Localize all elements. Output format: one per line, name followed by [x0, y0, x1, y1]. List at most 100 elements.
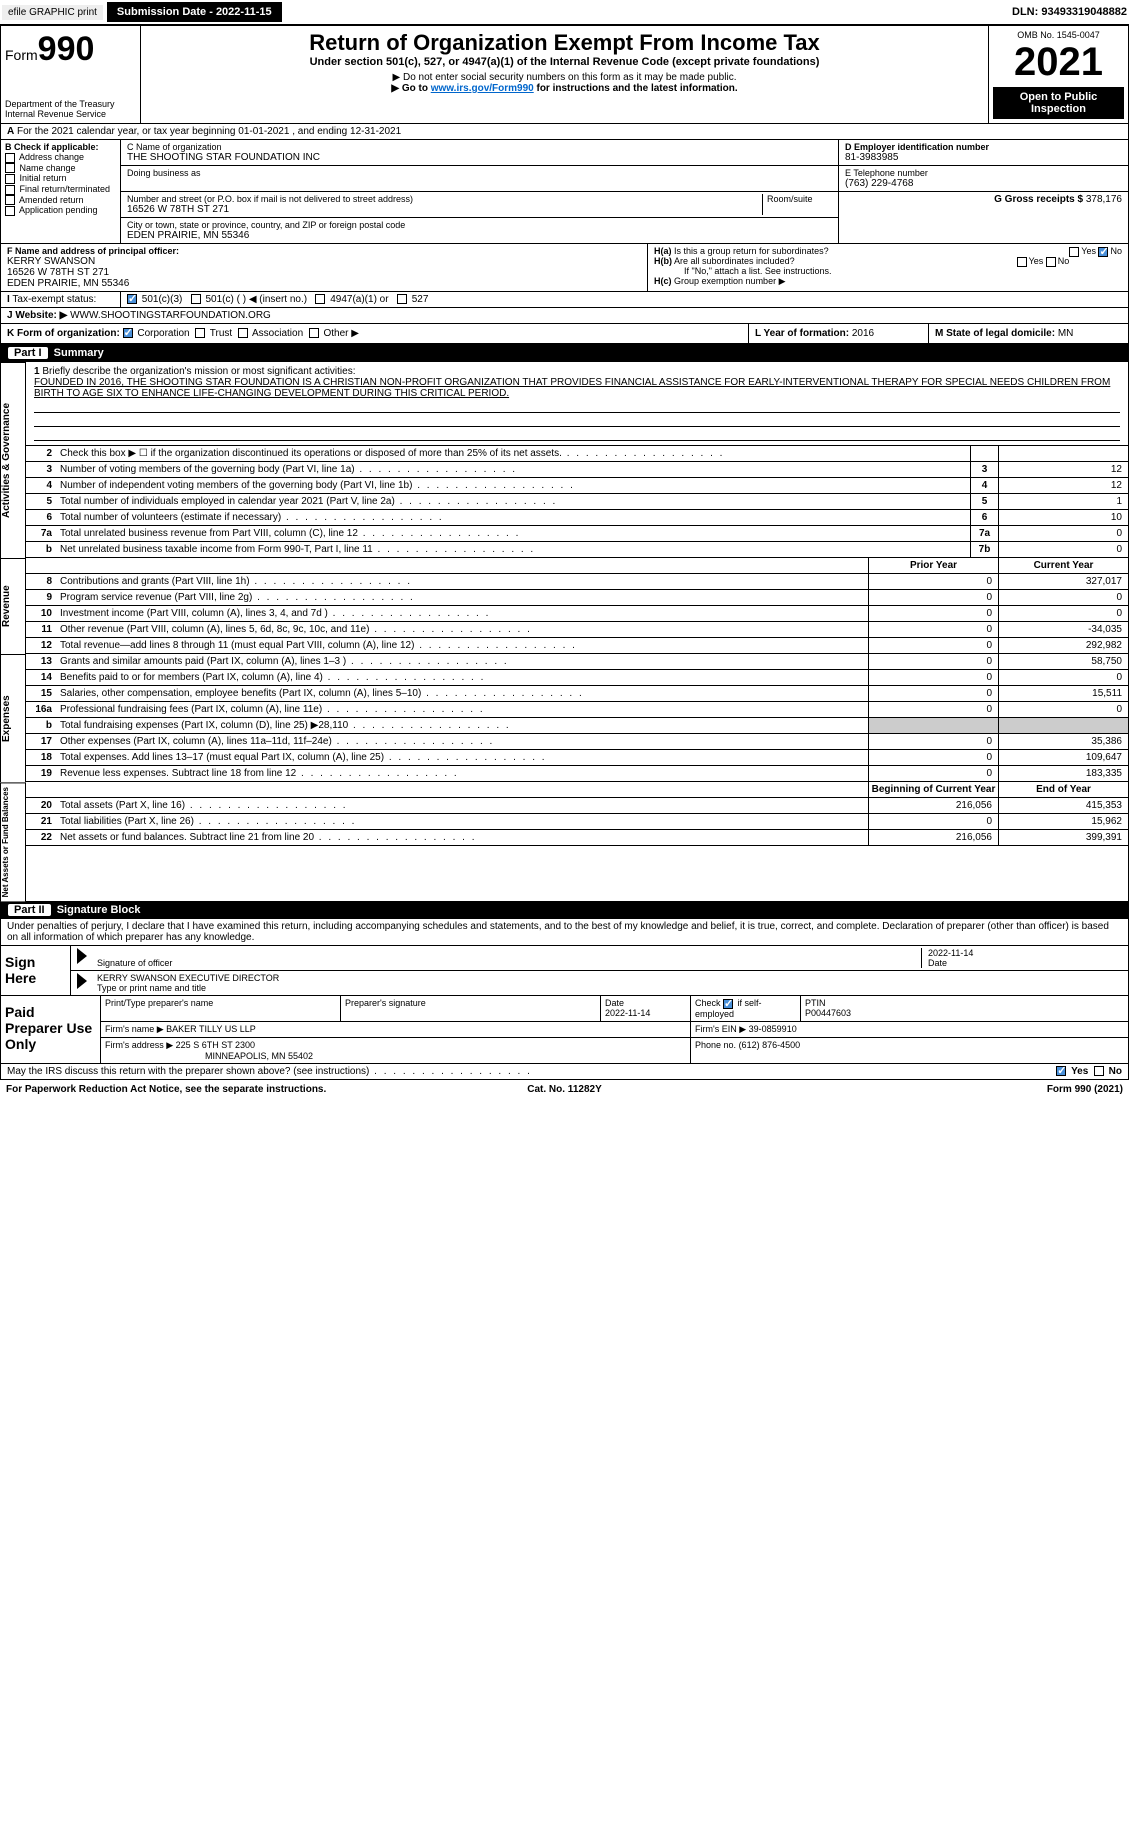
row-ij: I Tax-exempt status: 501(c)(3) 501(c) ( …	[0, 292, 1129, 308]
side-gov: Activities & Governance	[0, 362, 26, 558]
ein: 81-3983985	[845, 152, 1122, 163]
form-number: Form990	[5, 30, 136, 69]
table-row: 18Total expenses. Add lines 13–17 (must …	[26, 750, 1128, 766]
col-b: B Check if applicable: Address change Na…	[1, 140, 121, 243]
officer-addr2: EDEN PRAIRIE, MN 55346	[7, 278, 641, 289]
table-row: 22Net assets or fund balances. Subtract …	[26, 830, 1128, 846]
chk-4947[interactable]	[315, 294, 325, 304]
part1-header: Part I Summary	[0, 344, 1129, 362]
table-row: 2Check this box ▶ ☐ if the organization …	[26, 446, 1128, 462]
prep-h1: Print/Type preparer's name	[101, 996, 341, 1021]
section-bc: B Check if applicable: Address change Na…	[0, 140, 1129, 244]
arrow-icon	[77, 948, 87, 964]
note1: ▶ Do not enter social security numbers o…	[149, 72, 980, 83]
table-row: 13Grants and similar amounts paid (Part …	[26, 654, 1128, 670]
prep-date: 2022-11-14	[605, 1008, 650, 1018]
chk-527[interactable]	[397, 294, 407, 304]
dba-label: Doing business as	[127, 168, 832, 178]
summary-revenue: Revenue Prior YearCurrent Year 8Contribu…	[0, 558, 1129, 654]
chk-assoc[interactable]	[238, 328, 248, 338]
row-j: J Website: ▶ WWW.SHOOTINGSTARFOUNDATION.…	[0, 308, 1129, 324]
preparer-block: Paid Preparer Use Only Print/Type prepar…	[0, 996, 1129, 1064]
mission-text: FOUNDED IN 2016, THE SHOOTING STAR FOUND…	[34, 377, 1110, 399]
dln: DLN: 93493319048882	[1012, 6, 1127, 18]
h-b2: If "No," attach a list. See instructions…	[654, 266, 1122, 276]
table-row: 14Benefits paid to or for members (Part …	[26, 670, 1128, 686]
firm-addr2: MINNEAPOLIS, MN 55402	[105, 1051, 313, 1061]
officer-addr1: 16526 W 78TH ST 271	[7, 267, 641, 278]
arrow-icon	[77, 973, 87, 989]
open-public: Open to Public Inspection	[993, 87, 1124, 119]
irs-link[interactable]: www.irs.gov/Form990	[431, 83, 534, 94]
subtitle: Under section 501(c), 527, or 4947(a)(1)…	[149, 56, 980, 68]
chk-b-item[interactable]	[5, 195, 15, 205]
row-klm: K Form of organization: Corporation Trus…	[0, 324, 1129, 344]
table-row: 20Total assets (Part X, line 16)216,0564…	[26, 798, 1128, 814]
chk-b-item[interactable]	[5, 153, 15, 163]
col-d: D Employer identification number 81-3983…	[838, 140, 1128, 243]
chk-b-item[interactable]	[5, 185, 15, 195]
note2: ▶ Go to www.irs.gov/Form990 for instruct…	[149, 83, 980, 94]
chk-trust[interactable]	[195, 328, 205, 338]
form-header: Form990 Department of the Treasury Inter…	[0, 25, 1129, 124]
phone: (763) 229-4768	[845, 178, 1122, 189]
prep-h2: Preparer's signature	[341, 996, 601, 1021]
discuss-row: May the IRS discuss this return with the…	[0, 1064, 1129, 1080]
chk-b-item[interactable]	[5, 163, 15, 173]
footer-mid: Cat. No. 11282Y	[378, 1084, 750, 1095]
gross: 378,176	[1086, 194, 1122, 205]
table-row: 8Contributions and grants (Part VIII, li…	[26, 574, 1128, 590]
table-row: 7aTotal unrelated business revenue from …	[26, 526, 1128, 542]
summary-expenses: Expenses 13Grants and similar amounts pa…	[0, 654, 1129, 782]
submission-btn[interactable]: Submission Date - 2022-11-15	[107, 2, 282, 22]
table-row: 3Number of voting members of the governi…	[26, 462, 1128, 478]
org-city: EDEN PRAIRIE, MN 55346	[127, 230, 832, 241]
side-exp: Expenses	[0, 654, 26, 782]
hdr-current: Current Year	[998, 558, 1128, 573]
l-val: 2016	[852, 328, 874, 339]
part2-header: Part II Signature Block	[0, 901, 1129, 919]
footer-left: For Paperwork Reduction Act Notice, see …	[6, 1084, 378, 1095]
chk-501c[interactable]	[191, 294, 201, 304]
sign-here: Sign Here	[1, 946, 71, 995]
efile-label: efile GRAPHIC print	[2, 5, 103, 20]
room-label: Room/suite	[762, 194, 832, 215]
table-row: 17Other expenses (Part IX, column (A), l…	[26, 734, 1128, 750]
firm-phone: (612) 876-4500	[739, 1040, 801, 1050]
hdr-prior: Prior Year	[868, 558, 998, 573]
chk-b-item[interactable]	[5, 174, 15, 184]
h-a: H(a) Is this a group return for subordin…	[654, 246, 1122, 256]
chk-501c3[interactable]	[127, 294, 137, 304]
mission-label: Briefly describe the organization's miss…	[42, 366, 355, 377]
table-row: 9Program service revenue (Part VIII, lin…	[26, 590, 1128, 606]
firm-name: BAKER TILLY US LLP	[166, 1024, 256, 1034]
prep-title: Paid Preparer Use Only	[1, 996, 101, 1063]
table-row: bNet unrelated business taxable income f…	[26, 542, 1128, 558]
table-row: 16aProfessional fundraising fees (Part I…	[26, 702, 1128, 718]
org-name: THE SHOOTING STAR FOUNDATION INC	[127, 152, 832, 163]
chk-other[interactable]	[309, 328, 319, 338]
prep-selfemp: Check if self-employed	[691, 996, 801, 1021]
addr-label: Number and street (or P.O. box if mail i…	[127, 194, 762, 204]
sig-name: KERRY SWANSON EXECUTIVE DIRECTOR	[97, 973, 1122, 983]
chk-discuss-yes[interactable]	[1056, 1066, 1066, 1076]
m-val: MN	[1058, 328, 1074, 339]
table-row: 11Other revenue (Part VIII, column (A), …	[26, 622, 1128, 638]
g-label: G Gross receipts $	[994, 194, 1083, 205]
table-row: 4Number of independent voting members of…	[26, 478, 1128, 494]
firm-ein: 39-0859910	[749, 1024, 797, 1034]
chk-corp[interactable]	[123, 328, 133, 338]
hdr-end: End of Year	[998, 782, 1128, 797]
footer-right: Form 990 (2021)	[751, 1084, 1123, 1095]
h-c: H(c) Group exemption number ▶	[654, 276, 1122, 287]
chk-b-item[interactable]	[5, 206, 15, 216]
org-addr: 16526 W 78TH ST 271	[127, 204, 762, 215]
topbar: efile GRAPHIC print Submission Date - 20…	[0, 0, 1129, 25]
f-label: F Name and address of principal officer:	[7, 246, 641, 256]
table-row: 19Revenue less expenses. Subtract line 1…	[26, 766, 1128, 782]
chk-discuss-no[interactable]	[1094, 1066, 1104, 1076]
table-row: 5Total number of individuals employed in…	[26, 494, 1128, 510]
table-row: bTotal fundraising expenses (Part IX, co…	[26, 718, 1128, 734]
sig-date: 2022-11-14	[928, 948, 1122, 958]
footer: For Paperwork Reduction Act Notice, see …	[0, 1080, 1129, 1099]
